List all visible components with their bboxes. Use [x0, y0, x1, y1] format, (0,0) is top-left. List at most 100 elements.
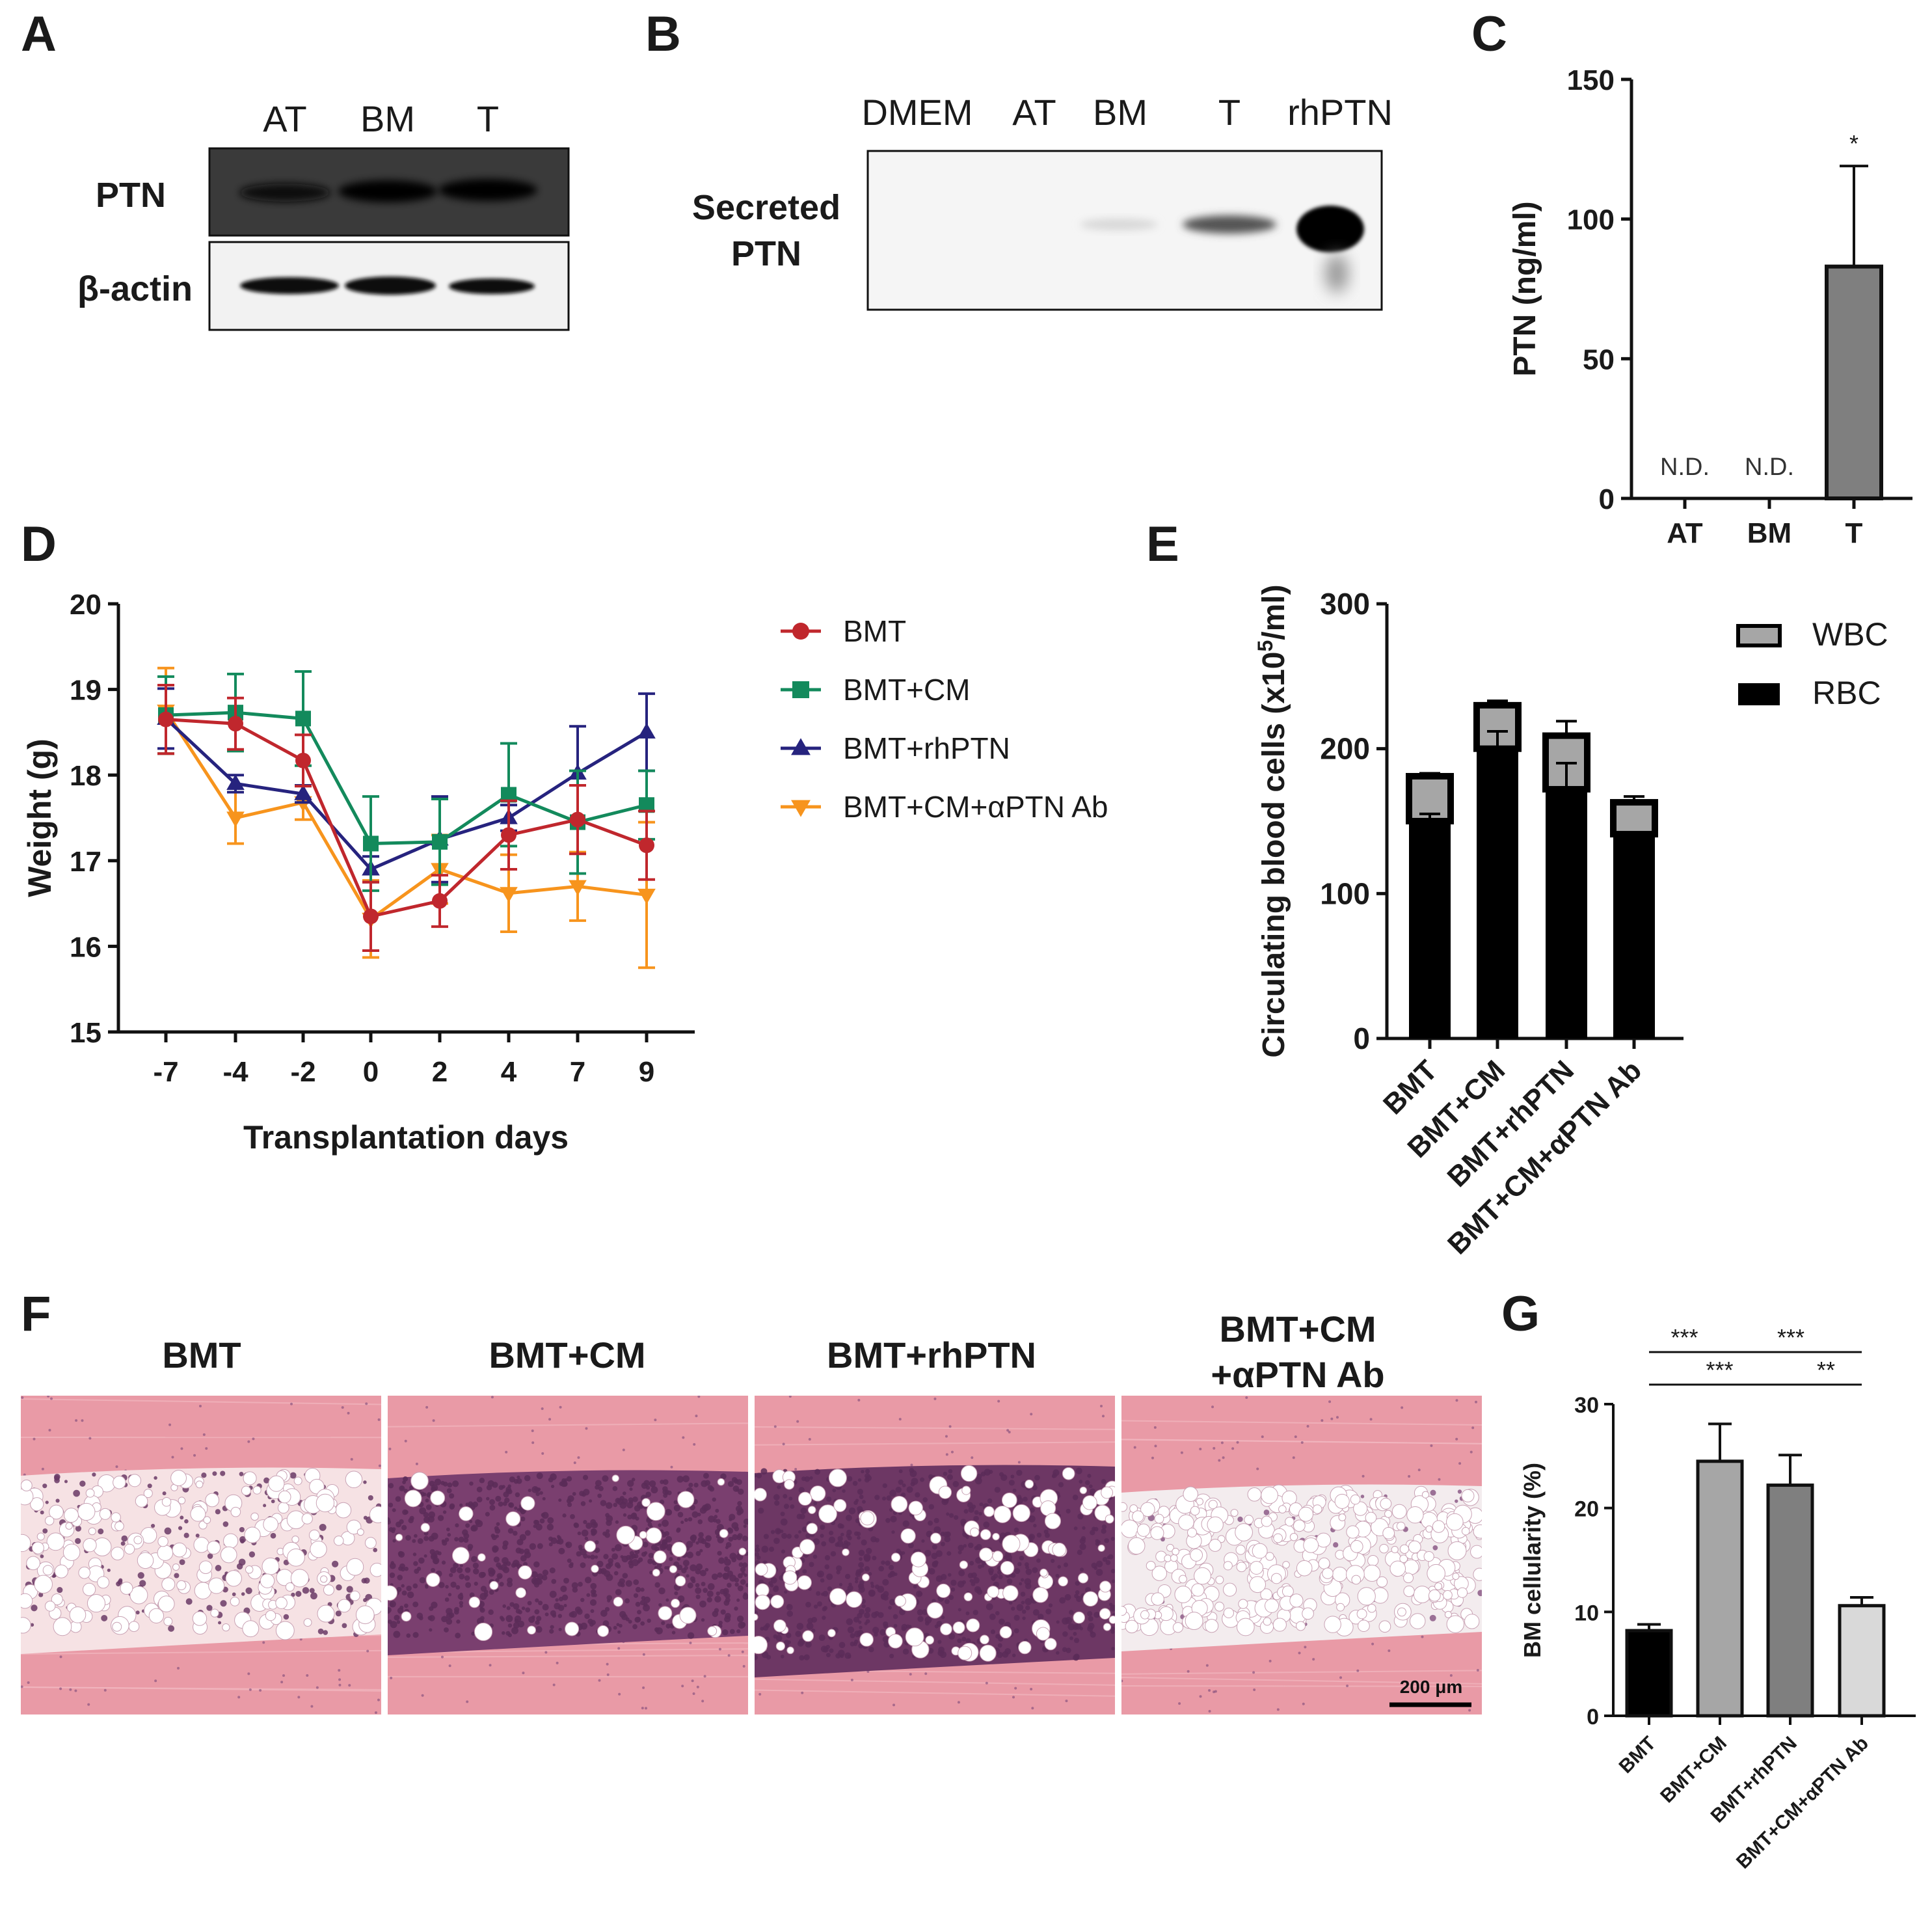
chart-c-annotation: * [1849, 130, 1858, 157]
histology-cell [595, 1485, 600, 1490]
histology-cell [1066, 1647, 1071, 1653]
histology-cortex-nucleus [1231, 1447, 1235, 1450]
histology-cell [1075, 1623, 1082, 1630]
histology-image-1 [21, 1396, 381, 1714]
chart-d-marker [158, 711, 174, 727]
histology-fat [1409, 1613, 1426, 1629]
histology-cell [866, 1475, 872, 1481]
histology-cell [1055, 1573, 1060, 1578]
histology-cell [180, 1515, 184, 1520]
histology-fat [135, 1495, 148, 1508]
histology-cell [976, 1473, 982, 1480]
histology-fat [1040, 1568, 1048, 1577]
histology-fat [44, 1515, 55, 1526]
histology-cell [445, 1584, 449, 1589]
chart-d-marker [363, 835, 379, 852]
histology-cell [632, 1496, 638, 1502]
histology-cortex-nucleus [1187, 1670, 1190, 1673]
histology-cell [531, 1571, 538, 1579]
histology-cell [627, 1514, 632, 1520]
histology-cell [600, 1569, 605, 1574]
histology-fat [1397, 1607, 1406, 1617]
histology-cell [1045, 1608, 1052, 1615]
histology-fat [1351, 1575, 1362, 1585]
histology-fat [891, 1496, 908, 1513]
blot-a-ptn-band-at [239, 183, 330, 202]
histology-cell [658, 1603, 662, 1607]
histology-cortex-nucleus [971, 1456, 974, 1459]
histology-cell [637, 1557, 643, 1562]
histology-cell [684, 1565, 688, 1570]
histology-cell [727, 1570, 734, 1577]
histology-fat [112, 1621, 122, 1632]
histology-fibre [21, 1649, 381, 1655]
histology-cell [532, 1580, 537, 1585]
histology-cortex-nucleus [641, 1707, 644, 1710]
chart-e-legend-swatch-rbc [1738, 683, 1780, 705]
histology-cell [580, 1501, 586, 1506]
histology-cortex-nucleus [701, 1700, 704, 1703]
histology-cell [734, 1582, 739, 1587]
histology-cortex-nucleus [350, 1457, 353, 1461]
histology-cell [671, 1631, 676, 1634]
histology-cell [491, 1535, 497, 1541]
histology-cortex-nucleus [670, 1465, 673, 1469]
histology-fibre [1121, 1677, 1482, 1685]
histology-fat [364, 1537, 377, 1549]
histology-cell [625, 1580, 632, 1587]
histology-cell [1017, 1495, 1022, 1500]
histology-cell [319, 1523, 327, 1531]
histology-cortex-nucleus [577, 1456, 580, 1459]
chart-d-legend-label: BMT+rhPTN [843, 731, 1010, 765]
histology-cortex-nucleus [1408, 1475, 1411, 1478]
histology-cell [879, 1629, 887, 1636]
histology-cell [861, 1539, 867, 1546]
histology-cell [837, 1540, 844, 1547]
histology-cortex-nucleus [1356, 1669, 1360, 1672]
histology-cell [1333, 1542, 1339, 1548]
histology-fat [861, 1573, 870, 1582]
histology-fat [265, 1610, 276, 1621]
histology-cell [857, 1583, 864, 1589]
histology-fat [1244, 1515, 1254, 1525]
histology-cell [809, 1476, 813, 1480]
histology-cell [980, 1564, 985, 1568]
histology-cell [706, 1590, 714, 1597]
histology-cell [720, 1609, 726, 1615]
histology-fat [1324, 1616, 1341, 1633]
histology-fat [44, 1601, 56, 1612]
histology-cell [635, 1616, 641, 1623]
histology-fat [1338, 1513, 1347, 1521]
histology-fat [1209, 1539, 1222, 1552]
histology-cell [859, 1495, 864, 1499]
histology-cell [463, 1538, 469, 1543]
histology-cell [401, 1584, 405, 1588]
histology-cell [723, 1565, 730, 1572]
histology-fat [1207, 1516, 1224, 1533]
histology-fat [979, 1644, 997, 1662]
histology-cell [686, 1551, 693, 1559]
blot-b-membrane [866, 150, 1383, 311]
histology-cell [986, 1603, 993, 1610]
histology-cell [827, 1586, 832, 1592]
histology-cell [1110, 1569, 1115, 1574]
histology-cell [932, 1599, 936, 1603]
histology-cell [397, 1551, 403, 1556]
histology-cell [241, 1592, 245, 1596]
histology-cell [714, 1595, 721, 1603]
histology-fat [653, 1550, 667, 1564]
histology-cell [717, 1536, 724, 1543]
histology-cell [536, 1472, 543, 1480]
histology-fat [1389, 1560, 1406, 1577]
histology-cell [547, 1517, 554, 1524]
histology-cell [449, 1573, 453, 1577]
histology-cortex-nucleus [1100, 1404, 1103, 1407]
histology-cortex-nucleus [1298, 1651, 1301, 1655]
histology-fat [1079, 1486, 1088, 1495]
histology-cell [544, 1612, 549, 1617]
histology-fat [293, 1476, 302, 1485]
histology-cell [958, 1608, 961, 1612]
histology-cell [162, 1491, 167, 1496]
histology-fat [925, 1635, 935, 1645]
histology-cell [967, 1542, 974, 1549]
